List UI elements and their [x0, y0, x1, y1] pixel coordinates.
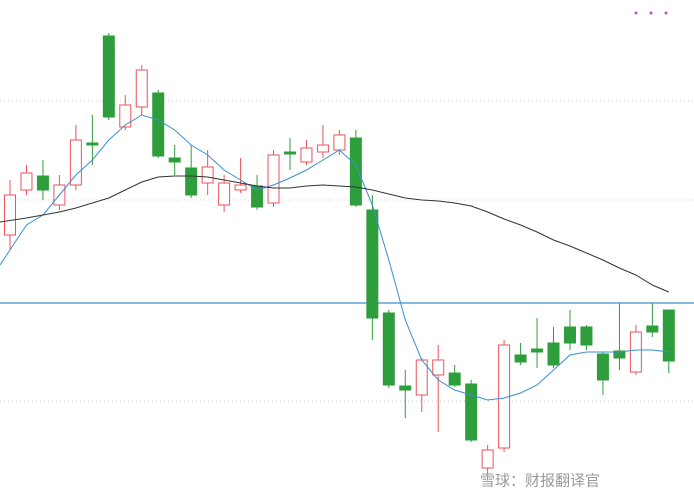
candle-body	[69, 139, 82, 186]
candle-body	[547, 342, 560, 366]
candle-body	[333, 134, 346, 151]
candle-body	[36, 175, 49, 191]
candle-body	[432, 359, 445, 376]
candle-body	[366, 209, 379, 319]
candle-body	[629, 331, 642, 373]
candle-body	[563, 326, 576, 344]
candle-body	[201, 166, 214, 184]
candle-body	[119, 104, 132, 128]
candle-body	[283, 151, 296, 155]
candle-body	[218, 182, 231, 206]
candle-body	[448, 372, 461, 386]
candle-body	[646, 325, 659, 333]
candle-body	[185, 167, 198, 196]
candle-body	[382, 312, 395, 386]
candle-body	[531, 348, 544, 353]
candle-body	[267, 154, 280, 204]
candle-body	[234, 184, 247, 191]
moving-average-line	[0, 175, 669, 293]
candle-body	[20, 172, 33, 191]
candle-body	[152, 92, 165, 157]
candle-body	[613, 350, 626, 359]
candle-body	[596, 353, 609, 381]
candle-body	[580, 326, 593, 346]
moving-average-line	[0, 114, 669, 401]
candle-body	[349, 137, 362, 206]
candle-body	[514, 354, 527, 363]
watermark: 雪球：财报翻译官	[480, 472, 600, 490]
candle-body	[316, 144, 329, 153]
candle-body	[481, 449, 494, 469]
candle-body	[4, 194, 16, 236]
candle-body	[86, 142, 99, 146]
candle-body	[168, 157, 181, 163]
candle-body	[465, 383, 478, 441]
menu-dot	[664, 11, 668, 15]
candle-body	[135, 69, 148, 108]
candle-body	[300, 147, 313, 163]
menu-dot	[634, 11, 638, 15]
candle-body	[102, 35, 115, 118]
candle-body	[399, 385, 412, 391]
candle-body	[662, 309, 675, 362]
menu-dot	[649, 11, 653, 15]
